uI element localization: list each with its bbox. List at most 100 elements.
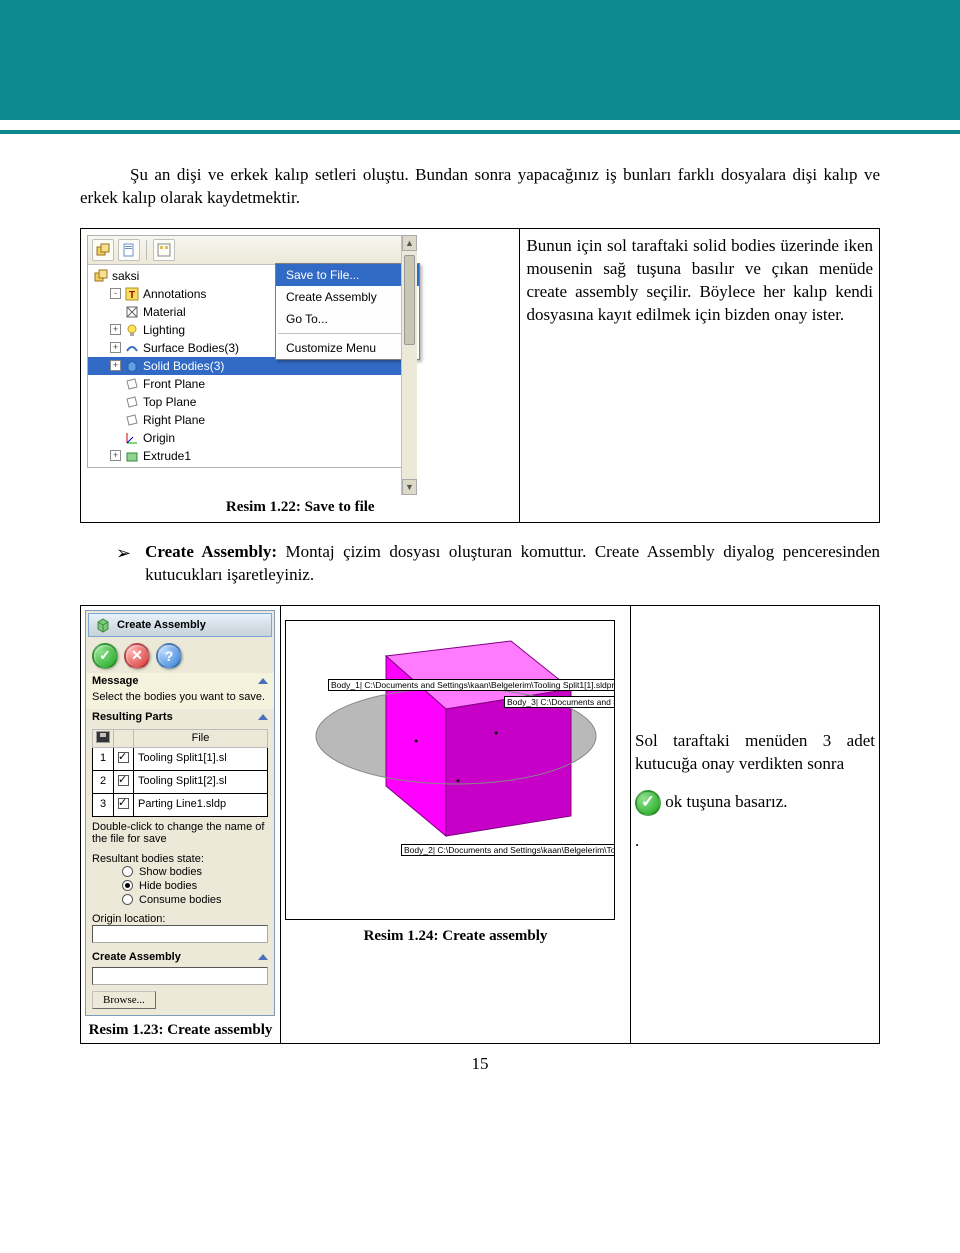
section-resulting-body: File 1Tooling Split1[1].sl2 Tooling Split…: [86, 725, 274, 949]
ca-title: Create Assembly: [88, 613, 272, 637]
surf-icon: [125, 341, 139, 355]
tree-item[interactable]: Right Plane: [88, 411, 416, 429]
context-menu-item[interactable]: Go To...: [276, 308, 419, 330]
right-note-1: Sol taraftaki menüden 3 adet kutucuğa on…: [635, 730, 875, 776]
origin-label: Origin location:: [92, 913, 268, 925]
collapse-icon[interactable]: [258, 678, 268, 684]
context-menu-item[interactable]: Customize Menu: [276, 337, 419, 359]
radio-row[interactable]: Show bodies: [92, 865, 268, 879]
tree-item[interactable]: Top Plane: [88, 393, 416, 411]
row-num: 3: [93, 793, 114, 816]
resulting-parts-row[interactable]: 2 Tooling Split1[2].sl: [93, 770, 268, 793]
radio-row[interactable]: Hide bodies: [92, 879, 268, 893]
row-checkbox[interactable]: [118, 775, 129, 786]
context-menu-separator: [278, 333, 417, 334]
row-checkbox[interactable]: [118, 798, 129, 809]
context-menu-item[interactable]: Save to File...: [276, 264, 419, 286]
figure1-table: saksi -T Annotations Material + Lighting + Su…: [80, 228, 880, 523]
radio[interactable]: [122, 866, 133, 877]
tree-item[interactable]: Origin: [88, 429, 416, 447]
section-message-head: Message: [86, 673, 274, 689]
row-checkbox[interactable]: [118, 752, 129, 763]
resulting-parts-row[interactable]: 1Tooling Split1[1].sl: [93, 747, 268, 770]
collapse-icon[interactable]: [258, 954, 268, 960]
origin-input[interactable]: [92, 925, 268, 943]
right-note-dot: .: [635, 830, 875, 853]
scroll-thumb[interactable]: [404, 255, 415, 345]
collapse-icon[interactable]: [258, 714, 268, 720]
section-message-label: Message: [92, 675, 138, 687]
expand-toggle[interactable]: -: [110, 288, 121, 299]
section-ca-head: Create Assembly: [86, 949, 274, 965]
viewport-svg: [286, 621, 615, 920]
bullet-arrow-icon: ➢: [116, 541, 131, 587]
create-assembly-panel: Create Assembly ✓ ✕ ? Message Select the…: [85, 610, 275, 1016]
scroll-down[interactable]: ▼: [402, 479, 417, 495]
plane-icon: [125, 377, 139, 391]
resulting-parts-row[interactable]: 3Parting Line1.sldp: [93, 793, 268, 816]
radio-label: Show bodies: [139, 866, 202, 878]
radio[interactable]: [122, 894, 133, 905]
tree-item-label: Surface Bodies(3): [143, 341, 239, 355]
dbl-click-hint: Double-click to change the name of the f…: [92, 821, 268, 845]
radio-row[interactable]: Consume bodies: [92, 893, 268, 907]
tree-item-label: Front Plane: [143, 377, 205, 391]
row-num: 2: [93, 770, 114, 793]
section-resulting-head: Resulting Parts: [86, 709, 274, 725]
light-icon: [125, 323, 139, 337]
tree-item-label: Material: [143, 305, 186, 319]
ok-icon-inline: ✓: [635, 790, 661, 816]
file-header: File: [134, 729, 268, 747]
scroll-up[interactable]: ▲: [402, 235, 417, 251]
svg-text:T: T: [129, 290, 135, 301]
intro-paragraph: Şu an dişi ve erkek kalıp setleri oluştu…: [80, 164, 880, 210]
tree-item-label: Solid Bodies(3): [143, 359, 224, 373]
browse-button[interactable]: Browse...: [92, 991, 156, 1009]
bullet-bold: Create Assembly:: [145, 542, 277, 561]
expand-toggle[interactable]: +: [110, 342, 121, 353]
plane-icon: [125, 413, 139, 427]
cancel-button[interactable]: ✕: [124, 643, 150, 669]
ok-button[interactable]: ✓: [92, 643, 118, 669]
tree-item-label: Lighting: [143, 323, 185, 337]
origin-icon: [125, 431, 139, 445]
tree-item-label: Origin: [143, 431, 175, 445]
disk-icon: [96, 731, 110, 743]
part-icon: [94, 269, 108, 283]
help-button[interactable]: ?: [156, 643, 182, 669]
feat-icon: [125, 449, 139, 463]
assembly-icon[interactable]: [92, 239, 114, 261]
tree-item[interactable]: +Extrude1: [88, 447, 416, 465]
tree-item-label: Right Plane: [143, 413, 205, 427]
section-ca-label: Create Assembly: [92, 951, 181, 963]
radio-label: Hide bodies: [139, 880, 197, 892]
tree-scrollbar[interactable]: ▲ ▼: [401, 235, 417, 495]
assembly-path-input[interactable]: [92, 967, 268, 985]
context-menu: Save to File...Create AssemblyGo To... Cu…: [275, 263, 420, 360]
new-doc-icon[interactable]: [118, 239, 140, 261]
ca-title-text: Create Assembly: [117, 619, 206, 631]
tree-item-label: Annotations: [143, 287, 206, 301]
expand-toggle[interactable]: +: [110, 450, 121, 461]
radio[interactable]: [122, 880, 133, 891]
expand-toggle[interactable]: +: [110, 324, 121, 335]
section-message-body: Select the bodies you want to save.: [86, 689, 274, 709]
context-menu-item[interactable]: Create Assembly: [276, 286, 419, 308]
resulting-parts-table: File 1Tooling Split1[1].sl2 Tooling Split…: [92, 729, 268, 817]
header-divider: [0, 130, 960, 134]
toolbar-separator: [146, 240, 147, 260]
tree-root-label: saksi: [112, 269, 139, 283]
mat-icon: [125, 305, 139, 319]
row-num: 1: [93, 747, 114, 770]
body-tag: Body_2| C:\Documents and Settings\kaan\B…: [401, 844, 615, 856]
tree-item[interactable]: Front Plane: [88, 375, 416, 393]
ca-button-row: ✓ ✕ ?: [86, 639, 274, 673]
ann-icon: T: [125, 287, 139, 301]
row-file: Tooling Split1[2].sl: [134, 770, 268, 793]
page-number: 15: [80, 1054, 880, 1074]
figure23-caption: Resim 1.23: Create assembly: [85, 1022, 276, 1039]
radio-label: Consume bodies: [139, 894, 222, 906]
expand-toggle[interactable]: +: [110, 360, 121, 371]
header-bar: [0, 0, 960, 120]
config-icon[interactable]: [153, 239, 175, 261]
